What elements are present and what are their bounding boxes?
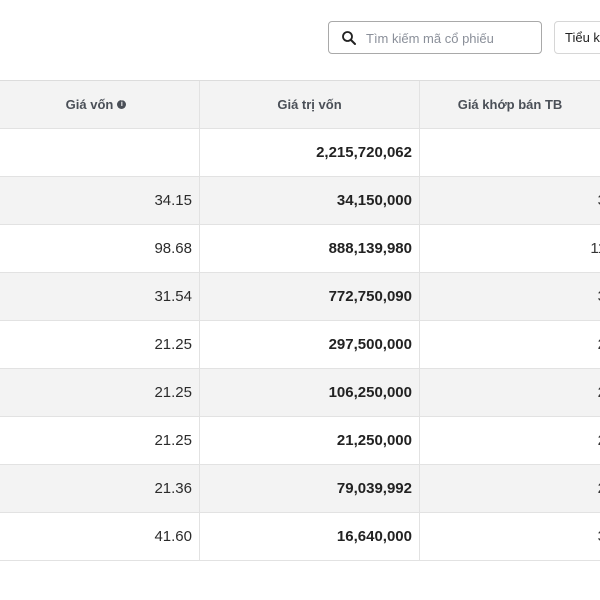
- cost-price-cell: 21.36: [0, 465, 200, 512]
- avg-sell-price-value: 3: [598, 288, 600, 305]
- avg-sell-price-cell: 2: [420, 321, 600, 368]
- avg-sell-price-cell: 11: [420, 225, 600, 272]
- avg-sell-price-value: 2: [598, 432, 600, 449]
- cost-price-cell: 21.25: [0, 417, 200, 464]
- toolbar: Tiểu k: [0, 0, 600, 80]
- cost-value-cell: 888,139,980: [200, 225, 420, 272]
- cost-price-cell: 31.54: [0, 273, 200, 320]
- cost-value-cell: 106,250,000: [200, 369, 420, 416]
- avg-sell-price-value: 11: [590, 240, 600, 257]
- holdings-table: Giá vốn i Giá trị vốn Giá khớp bán TB 2,…: [0, 80, 600, 561]
- info-icon[interactable]: i: [117, 100, 127, 109]
- avg-sell-price-cell: 3: [420, 273, 600, 320]
- avg-sell-price-value: 2: [598, 384, 600, 401]
- total-cost-price: [0, 129, 200, 176]
- table-total-row: 2,215,720,062: [0, 129, 600, 177]
- cost-price-cell: 21.25: [0, 321, 200, 368]
- filter-button[interactable]: Tiểu k: [554, 21, 600, 54]
- cost-value-cell: 297,500,000: [200, 321, 420, 368]
- cost-price-cell: 21.25: [0, 369, 200, 416]
- avg-sell-price-cell: 2: [420, 465, 600, 512]
- search-icon: [342, 31, 356, 45]
- avg-sell-price-cell: 3: [420, 513, 600, 560]
- cost-price-cell: 98.68: [0, 225, 200, 272]
- avg-sell-price-cell: 3: [420, 177, 600, 224]
- search-input[interactable]: [366, 28, 536, 48]
- avg-sell-price-value: 2: [598, 336, 600, 353]
- cost-price-cell: 41.60: [0, 513, 200, 560]
- search-box[interactable]: [328, 21, 542, 54]
- column-header-cost-value[interactable]: Giá trị vốn: [200, 81, 420, 128]
- table-header: Giá vốn i Giá trị vốn Giá khớp bán TB: [0, 81, 600, 129]
- column-header-avg-sell-price[interactable]: Giá khớp bán TB: [420, 81, 600, 128]
- avg-sell-price-value: 3: [598, 528, 600, 545]
- table-body: 34.1534,150,000398.68888,139,9801131.547…: [0, 177, 600, 561]
- column-header-cost-price[interactable]: Giá vốn i: [0, 81, 200, 128]
- total-cost-value: 2,215,720,062: [200, 129, 420, 176]
- column-header-label: Giá vốn: [65, 97, 114, 112]
- cost-value-cell: 34,150,000: [200, 177, 420, 224]
- cost-value-cell: 772,750,090: [200, 273, 420, 320]
- cost-value-cell: 79,039,992: [200, 465, 420, 512]
- avg-sell-price-cell: 2: [420, 369, 600, 416]
- cost-price-cell: 34.15: [0, 177, 200, 224]
- total-avg-sell: [420, 129, 600, 176]
- avg-sell-price-value: 3: [598, 192, 600, 209]
- avg-sell-price-value: 2: [598, 480, 600, 497]
- avg-sell-price-cell: 2: [420, 417, 600, 464]
- cost-value-cell: 21,250,000: [200, 417, 420, 464]
- column-header-label: Giá khớp bán TB: [457, 97, 563, 112]
- cost-value-cell: 16,640,000: [200, 513, 420, 560]
- column-header-label: Giá trị vốn: [277, 97, 342, 112]
